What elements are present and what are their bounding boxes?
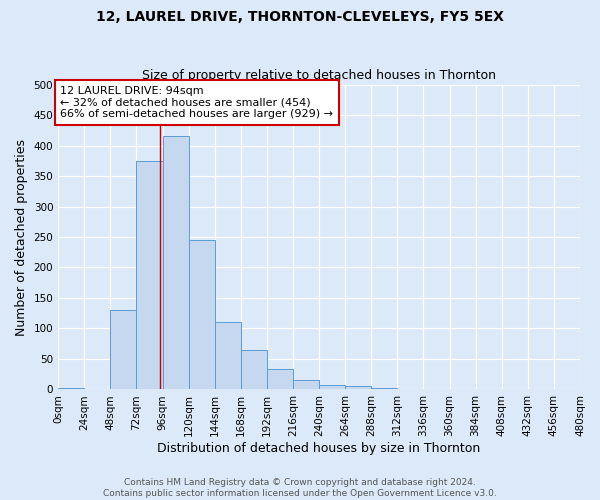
Title: Size of property relative to detached houses in Thornton: Size of property relative to detached ho… [142, 69, 496, 82]
Bar [267, 370, 293, 390]
Bar [397, 389, 424, 390]
Bar [136, 161, 163, 390]
Bar [293, 380, 319, 390]
Text: 12, LAUREL DRIVE, THORNTON-CLEVELEYS, FY5 5EX: 12, LAUREL DRIVE, THORNTON-CLEVELEYS, FY… [96, 10, 504, 24]
X-axis label: Distribution of detached houses by size in Thornton: Distribution of detached houses by size … [157, 442, 481, 455]
Bar [241, 350, 267, 390]
Bar [163, 136, 188, 390]
Bar [449, 389, 476, 390]
Bar [345, 386, 371, 390]
Bar [528, 389, 554, 390]
Bar [319, 384, 345, 390]
Y-axis label: Number of detached properties: Number of detached properties [15, 138, 28, 336]
Bar [58, 388, 84, 390]
Bar [371, 388, 397, 390]
Text: 12 LAUREL DRIVE: 94sqm
← 32% of detached houses are smaller (454)
66% of semi-de: 12 LAUREL DRIVE: 94sqm ← 32% of detached… [61, 86, 334, 119]
Bar [424, 389, 449, 390]
Bar [110, 310, 136, 390]
Text: Contains HM Land Registry data © Crown copyright and database right 2024.
Contai: Contains HM Land Registry data © Crown c… [103, 478, 497, 498]
Bar [188, 240, 215, 390]
Bar [215, 322, 241, 390]
